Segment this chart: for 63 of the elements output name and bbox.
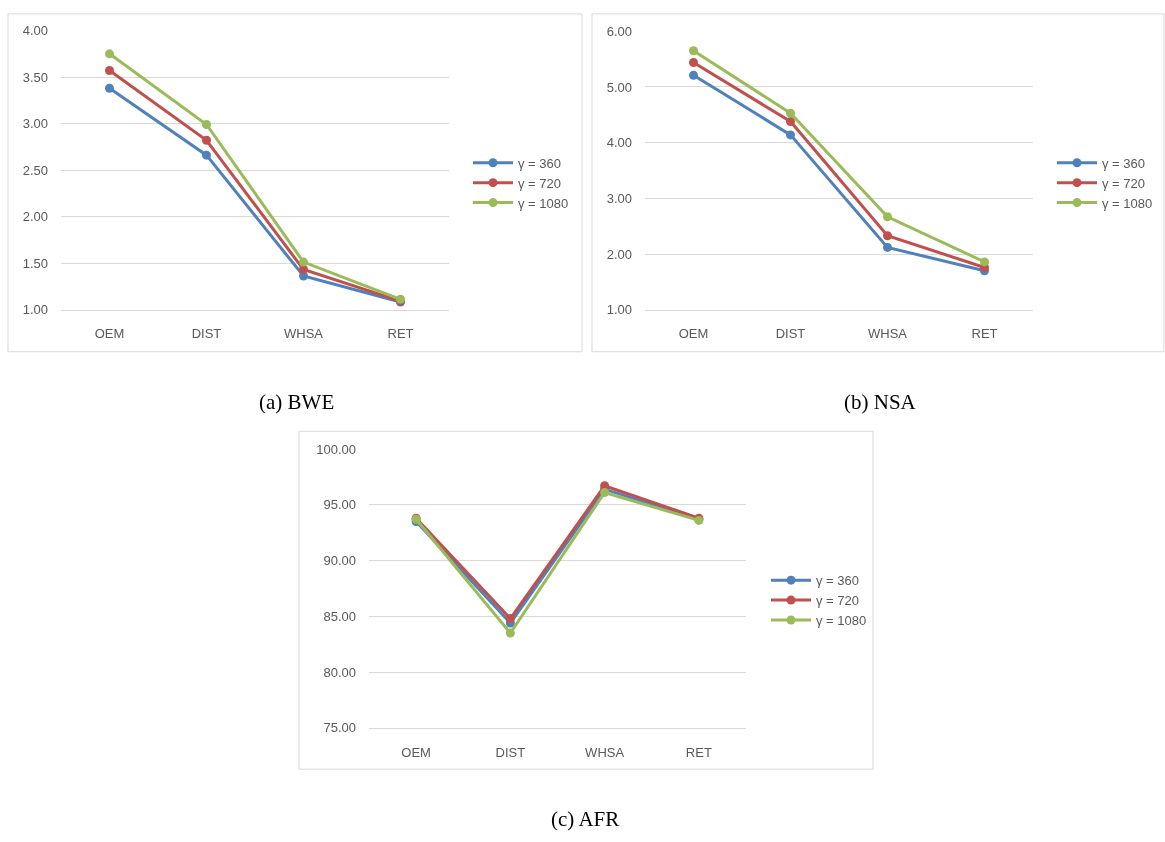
x-tick-label: WHSA: [868, 326, 908, 342]
legend-label: γ = 360: [518, 155, 562, 171]
y-tick-label: 75.00: [323, 720, 356, 736]
y-tick-label: 2.00: [22, 209, 48, 225]
x-tick-label: RET: [971, 326, 998, 342]
x-tick-label: OEM: [94, 326, 125, 342]
point: [786, 117, 795, 127]
text: (a) BWE: [259, 390, 335, 414]
x-tick-label: OEM: [678, 326, 709, 342]
y-tick-label: 95.00: [323, 497, 356, 513]
point: [202, 150, 211, 160]
legend-label: γ = 720: [1102, 175, 1146, 191]
point: [105, 49, 114, 59]
y-tick-label: 4.00: [22, 23, 48, 39]
point: [505, 628, 515, 638]
legend-label: γ = 360: [816, 573, 860, 589]
y-tick-label: 90.00: [323, 553, 356, 569]
y-tick-label: 1.00: [606, 302, 632, 318]
point: [202, 135, 211, 145]
y-tick-label: 3.50: [22, 69, 48, 85]
x-tick-label: DIST: [775, 326, 806, 342]
y-tick-label: 3.00: [22, 116, 48, 132]
x-tick-label: RET: [685, 744, 712, 760]
y-tick-label: 85.00: [323, 608, 356, 624]
point: [883, 242, 892, 252]
legend-label: γ = 720: [816, 593, 860, 609]
point: [786, 130, 795, 140]
point: [883, 231, 892, 241]
y-tick-label: 2.00: [606, 246, 632, 262]
y-tick-label: 3.00: [606, 190, 632, 206]
point: [505, 614, 515, 624]
y-tick-label: 1.50: [22, 255, 48, 271]
legend-label: γ = 720: [518, 175, 562, 191]
text: (c) AFR: [551, 807, 620, 831]
legend-label: γ = 1080: [816, 613, 867, 629]
point: [105, 83, 114, 93]
x-tick-label: WHSA: [284, 326, 324, 342]
point: [299, 265, 308, 275]
x-tick-label: OEM: [401, 744, 431, 760]
x-tick-label: RET: [387, 326, 414, 342]
point: [689, 70, 698, 80]
y-tick-label: 6.00: [606, 23, 632, 39]
x-tick-label: DIST: [495, 744, 526, 760]
y-tick-label: 100.00: [316, 441, 356, 457]
x-tick-label: WHSA: [585, 744, 625, 760]
text: (b) NSA: [844, 390, 917, 414]
legend-label: γ = 1080: [1102, 195, 1153, 211]
y-tick-label: 80.00: [323, 664, 356, 680]
point: [689, 57, 698, 67]
point: [883, 212, 892, 222]
point: [299, 257, 308, 267]
legend-label: γ = 360: [1102, 155, 1146, 171]
x-tick-label: DIST: [191, 326, 222, 342]
legend-label: γ = 1080: [518, 195, 569, 211]
y-tick-label: 5.00: [606, 79, 632, 95]
point: [786, 108, 795, 118]
point: [689, 46, 698, 56]
point: [980, 257, 989, 267]
point: [105, 66, 114, 76]
y-tick-label: 1.00: [22, 302, 48, 318]
y-tick-label: 4.00: [606, 135, 632, 151]
point: [202, 119, 211, 129]
y-tick-label: 2.50: [22, 162, 48, 178]
